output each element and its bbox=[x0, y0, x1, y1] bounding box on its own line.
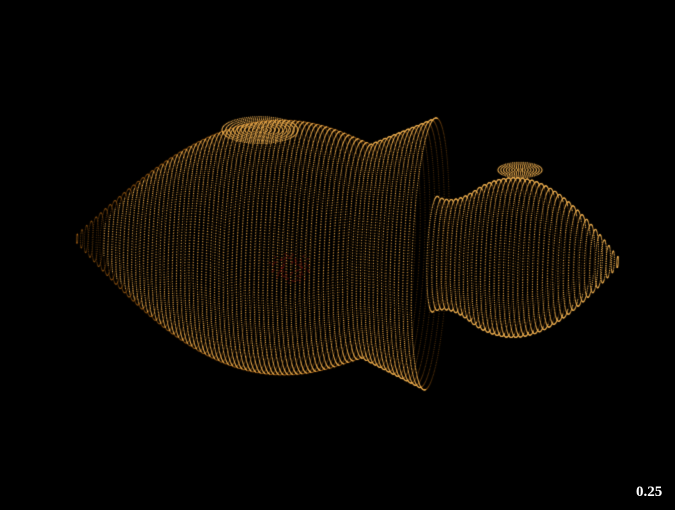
mass-ratio-label: 0.25 bbox=[636, 484, 662, 501]
roche-lobe-canvas bbox=[0, 0, 675, 510]
